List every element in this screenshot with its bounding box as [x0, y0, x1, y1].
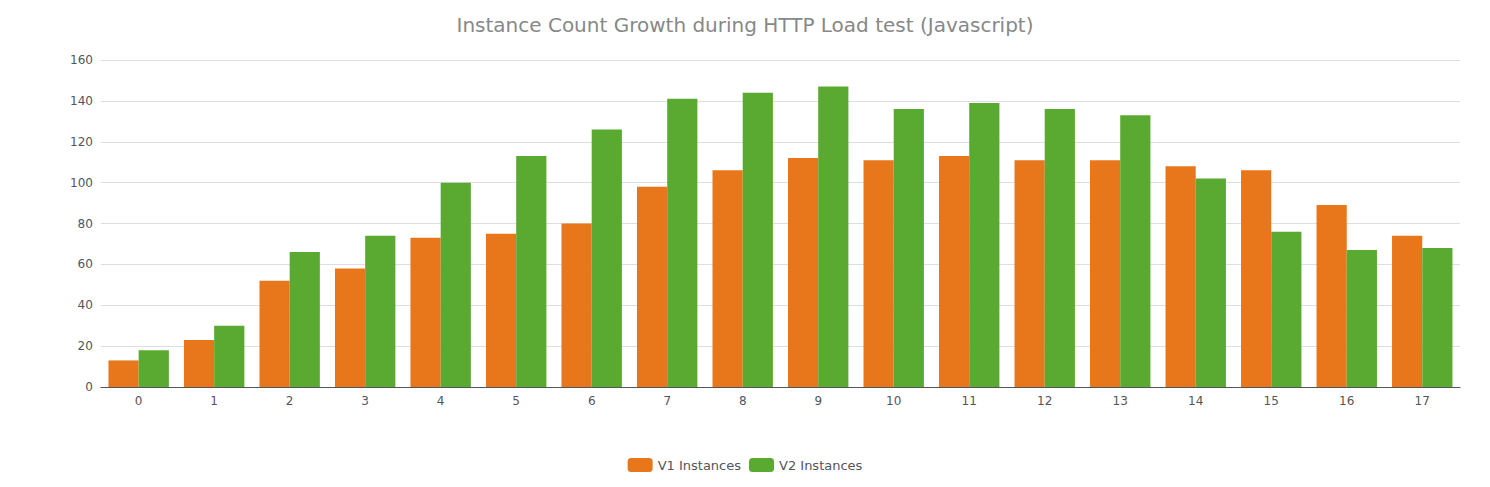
svg-text:6: 6 [588, 394, 596, 408]
svg-text:11: 11 [962, 394, 977, 408]
svg-text:12: 12 [1037, 394, 1052, 408]
svg-text:9: 9 [814, 394, 822, 408]
svg-text:13: 13 [1113, 394, 1128, 408]
svg-text:0: 0 [85, 380, 93, 394]
svg-text:V2 Instances: V2 Instances [779, 458, 863, 473]
svg-text:60: 60 [78, 257, 93, 271]
svg-text:7: 7 [663, 394, 671, 408]
svg-text:100: 100 [70, 176, 93, 190]
svg-text:120: 120 [70, 135, 93, 149]
svg-text:8: 8 [739, 394, 747, 408]
svg-text:V1 Instances: V1 Instances [658, 458, 742, 473]
svg-text:160: 160 [70, 53, 93, 67]
svg-text:17: 17 [1415, 394, 1430, 408]
svg-text:4: 4 [437, 394, 445, 408]
svg-text:140: 140 [70, 94, 93, 108]
svg-text:Instance Count Growth during H: Instance Count Growth during HTTP Load t… [456, 13, 1033, 37]
svg-text:0: 0 [135, 394, 143, 408]
svg-text:14: 14 [1188, 394, 1203, 408]
svg-text:40: 40 [78, 298, 93, 312]
svg-text:10: 10 [886, 394, 901, 408]
svg-text:2: 2 [286, 394, 294, 408]
svg-text:16: 16 [1339, 394, 1354, 408]
svg-text:15: 15 [1264, 394, 1279, 408]
svg-text:1: 1 [210, 394, 218, 408]
svg-text:20: 20 [78, 339, 93, 353]
svg-text:3: 3 [361, 394, 369, 408]
svg-text:5: 5 [512, 394, 520, 408]
svg-text:80: 80 [78, 217, 93, 231]
